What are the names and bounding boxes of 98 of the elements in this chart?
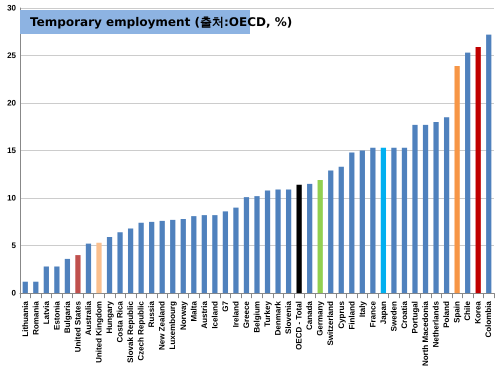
bar — [212, 215, 218, 294]
bar — [138, 222, 144, 294]
bar — [328, 170, 334, 294]
x-tick-label: North Macedonia — [421, 300, 430, 366]
text: Temporary employment (출처:OECD, %) — [30, 14, 292, 31]
bar — [370, 148, 376, 294]
bar — [476, 46, 481, 294]
x-tick-label: Malta — [189, 300, 198, 322]
x-tick-label: Greece — [242, 300, 251, 328]
x-tick-label: Switzerland — [326, 300, 336, 346]
x-tick-label: Lithuania — [20, 300, 30, 337]
bar — [360, 150, 365, 294]
x-tick-label: Poland — [442, 300, 452, 328]
bar — [202, 215, 207, 294]
x-tick-label: Belgium — [252, 301, 262, 333]
x-tick-label: Portugal — [410, 301, 420, 334]
x-tick-label: Ireland — [231, 300, 240, 328]
bar — [106, 237, 112, 294]
x-tick-label: United Kingdom — [94, 301, 104, 363]
bar — [433, 122, 439, 294]
bar — [191, 216, 196, 294]
bar — [254, 196, 260, 294]
y-tick-label: 30 — [7, 4, 17, 12]
y-tick-label: 10 — [7, 194, 17, 203]
bar — [64, 258, 70, 294]
bar — [391, 148, 397, 294]
bar — [128, 228, 134, 294]
bar — [307, 184, 312, 294]
bar — [233, 208, 239, 294]
bar — [275, 190, 281, 294]
bar — [349, 152, 354, 294]
x-tick-label: Sweden — [389, 300, 398, 332]
bar — [117, 232, 123, 294]
bar — [412, 124, 418, 294]
bar — [222, 211, 228, 294]
bar — [402, 148, 408, 294]
y-tick-label: 15 — [7, 146, 17, 156]
x-tick-label: Spain — [452, 300, 462, 323]
x-tick-label: Netherlands — [432, 300, 441, 348]
x-tick-label: Colombia — [484, 300, 494, 338]
y-tick-label: 25 — [7, 51, 17, 60]
x-tick-label: United States — [73, 300, 82, 352]
bar — [465, 52, 470, 294]
x-tick-label: Luxembourg — [168, 301, 178, 350]
x-tick-label: Austria — [200, 300, 209, 329]
bar — [33, 282, 38, 294]
bar — [422, 124, 428, 294]
x-tick-label: Croatia — [400, 300, 409, 329]
bar — [54, 266, 60, 294]
bar — [170, 220, 176, 294]
x-tick-label: Costa Rica — [116, 300, 125, 342]
bar — [180, 218, 186, 294]
x-tick-label: Korea — [474, 300, 483, 324]
x-tick-label: Turkey — [263, 300, 272, 327]
x-tick-label: Romania — [31, 300, 40, 335]
bar — [44, 266, 49, 294]
x-tick-label: Canada — [305, 300, 314, 330]
x-tick-label: Denmark — [274, 300, 283, 336]
bar — [286, 190, 292, 294]
bar — [264, 190, 270, 294]
x-tick-label: Slovenia — [284, 300, 294, 334]
bar — [444, 117, 450, 294]
x-tick-label: Slovak Republic — [126, 300, 136, 363]
x-tick-label: France — [368, 300, 378, 328]
x-tick-label: Finland — [347, 301, 356, 330]
y-tick-label: 20 — [7, 98, 17, 108]
y-tick-label: 0 — [12, 288, 17, 298]
x-tick-label: Hungary — [105, 300, 114, 334]
bar — [160, 220, 165, 294]
x-tick-label: Latvia — [42, 300, 51, 324]
x-tick-label: Japan — [378, 300, 388, 324]
bar — [244, 197, 250, 294]
x-tick-label: G7 — [220, 300, 230, 312]
x-tick-label: Russia — [147, 300, 156, 328]
bar — [338, 166, 344, 294]
x-tick-label: Chile — [463, 300, 472, 321]
y-tick-label: 5 — [12, 241, 17, 250]
bar — [86, 244, 92, 294]
x-tick-label: Italy — [358, 300, 367, 318]
x-tick-label: Cyprus — [336, 300, 346, 329]
x-tick-label: Iceland — [210, 301, 220, 329]
bar — [96, 242, 102, 294]
x-tick-label: Norway — [178, 300, 188, 330]
bar — [486, 34, 492, 294]
x-tick-label: Bulgaria — [62, 300, 72, 334]
bar — [296, 184, 302, 294]
x-tick-label: Australia — [84, 300, 93, 336]
x-tick-label: OECD - Total — [294, 301, 304, 350]
bar — [149, 222, 154, 294]
bar — [318, 180, 323, 294]
bar — [75, 255, 81, 294]
bar — [22, 282, 28, 294]
x-tick-label: New Zealand — [158, 300, 167, 350]
x-tick-label: Czech Republic — [136, 300, 146, 361]
x-tick-label: Estonia — [52, 300, 62, 330]
bar — [454, 66, 460, 294]
x-tick-label: Germany — [316, 300, 325, 336]
bar — [380, 148, 386, 294]
